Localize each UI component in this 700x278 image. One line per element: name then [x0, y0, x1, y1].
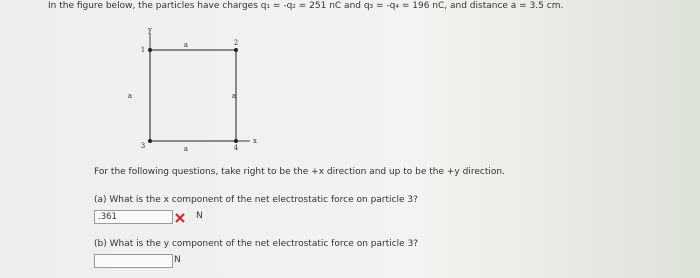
particle-label: 4	[234, 144, 239, 152]
side-label: a	[232, 92, 236, 100]
directions: For the following questions, take right …	[94, 167, 505, 177]
answer-input[interactable]	[94, 254, 173, 268]
side-label: a	[184, 41, 188, 49]
particle-label: 2	[234, 39, 238, 47]
particle-label: 1	[141, 46, 145, 54]
y-axis-label: y	[147, 28, 152, 34]
problem-header: In the figure below, the particles have …	[48, 1, 564, 11]
x-axis-label: x	[253, 137, 257, 145]
side-label: a	[184, 145, 188, 153]
question-prompt: (a) What is the x component of the net e…	[94, 195, 418, 205]
side-label: a	[128, 92, 132, 100]
particle-label: 3	[141, 142, 145, 150]
incorrect-icon	[175, 213, 185, 223]
unit-label: N	[174, 255, 181, 265]
figure: y x a a a a 1 2 3 4	[128, 28, 257, 153]
unit-label: N	[196, 211, 203, 221]
question-prompt: (b) What is the y component of the net e…	[94, 239, 419, 249]
answer-input[interactable]: .361	[94, 210, 173, 224]
